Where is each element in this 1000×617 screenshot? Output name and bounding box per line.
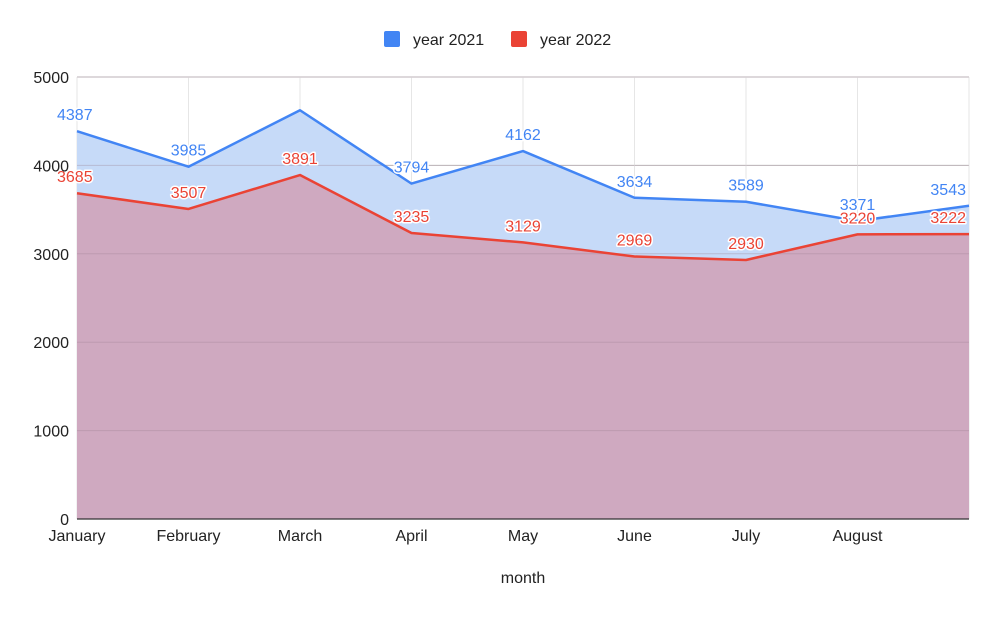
x-axis: January February March April May June July Augu…	[49, 518, 969, 545]
series-line-year-2022	[76, 173, 970, 262]
x-tick-label: April	[395, 528, 427, 545]
legend-swatch	[384, 31, 400, 47]
legend-label: year 2022	[540, 32, 611, 49]
x-tick-label: March	[278, 528, 322, 545]
y-tick-label: 5000	[33, 70, 69, 87]
data-label: 3589	[728, 178, 764, 195]
x-tick-label: May	[508, 528, 538, 545]
data-label: 3222	[930, 210, 966, 227]
data-label: 3685	[57, 169, 93, 186]
series-line-year-2021	[76, 108, 970, 223]
data-label: 3891	[282, 151, 318, 168]
y-tick-label: 0	[60, 512, 69, 529]
legend: year 2021 year 2022	[384, 31, 611, 49]
x-tick-label: June	[617, 528, 652, 545]
data-label: 3235	[394, 209, 430, 226]
data-label: 2930	[728, 236, 764, 253]
data-label: 3129	[505, 218, 541, 235]
data-label: 3985	[171, 143, 207, 160]
data-label: 3220	[840, 210, 876, 227]
y-tick-label: 3000	[33, 247, 69, 264]
data-label: 3507	[171, 185, 207, 202]
data-label: 3543	[930, 182, 966, 199]
legend-swatch	[511, 31, 527, 47]
x-tick-label: February	[156, 528, 220, 545]
y-tick-label: 1000	[33, 424, 69, 441]
data-labels: 4387 3985 3794 4162 3634 3589 3371 3543 3685 3507…	[56, 106, 968, 255]
data-label: 4162	[505, 127, 541, 144]
x-tick-label: July	[732, 528, 760, 545]
legend-label: year 2021	[413, 32, 484, 49]
x-tick-label: January	[49, 528, 106, 545]
data-label: 3794	[394, 160, 430, 177]
series-lines	[76, 108, 970, 262]
x-axis-title: month	[501, 570, 545, 587]
y-tick-label: 2000	[33, 335, 69, 352]
y-tick-label: 4000	[33, 158, 69, 175]
data-label: 2969	[617, 233, 653, 250]
data-label: 4387	[57, 107, 93, 124]
y-axis: 0 1000 2000 3000 4000 5000	[33, 70, 69, 529]
x-tick-label: August	[833, 528, 883, 545]
data-label: 3371	[840, 197, 876, 214]
data-label: 3634	[617, 174, 653, 191]
